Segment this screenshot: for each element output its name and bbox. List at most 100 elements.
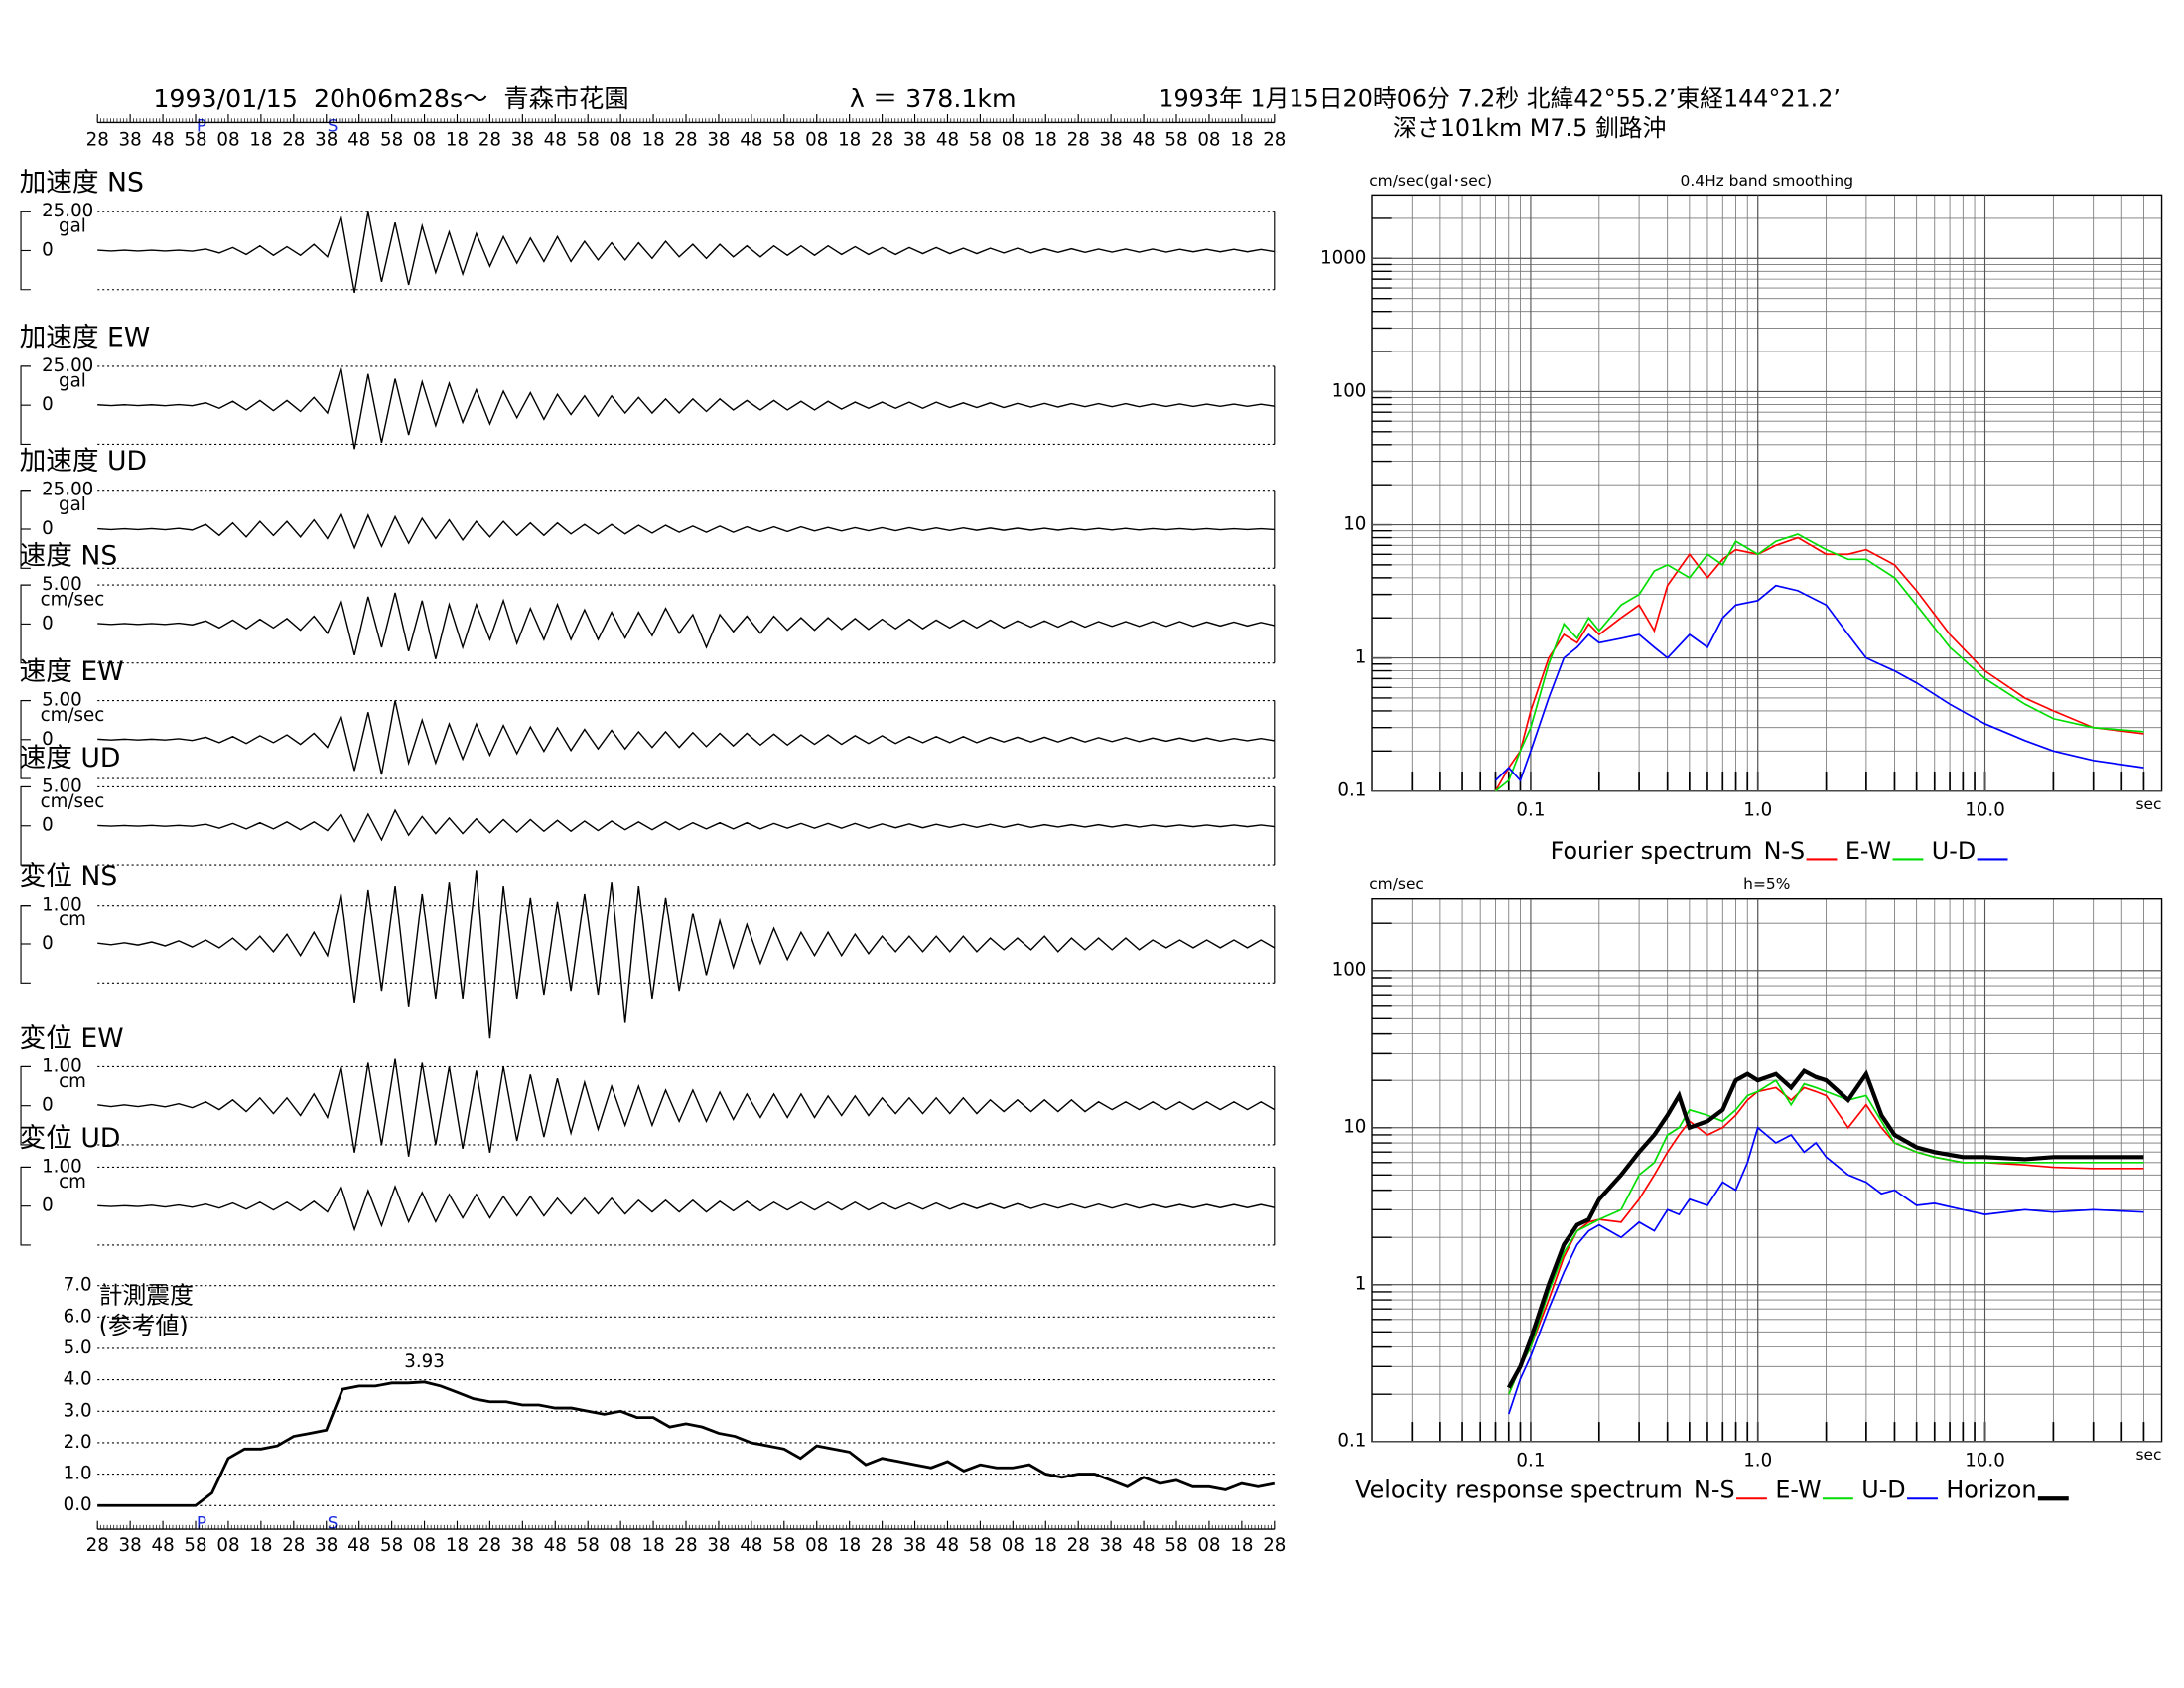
y-tick-label: 1: [1355, 1274, 1367, 1295]
y-tick-label: 0: [42, 933, 54, 954]
time-tick-label: 38: [511, 1535, 534, 1556]
unit-label: cm/sec: [41, 791, 105, 812]
time-tick-label: 48: [544, 1535, 567, 1556]
time-tick-label: 38: [903, 130, 926, 151]
time-tick-label: 48: [1132, 130, 1155, 151]
x-tick-label: 0.1: [1516, 799, 1545, 820]
trace-title: 速度 UD: [20, 743, 121, 774]
time-tick-label: 08: [1197, 1535, 1220, 1556]
waveform: [97, 870, 1276, 1039]
unit-label: cm: [59, 1172, 86, 1193]
time-tick-label: 08: [1197, 130, 1220, 151]
time-tick-label: 48: [740, 1535, 762, 1556]
time-tick-label: 08: [413, 130, 436, 151]
time-tick-label: 38: [315, 130, 338, 151]
time-tick-label: 58: [380, 130, 403, 151]
time-tick-label: 48: [347, 130, 370, 151]
y-tick-label: 10: [1343, 514, 1366, 535]
series-line: [1508, 1079, 2144, 1395]
time-tick-label: 28: [674, 130, 697, 151]
time-tick-label: 48: [151, 1535, 174, 1556]
trace-title: 速度 NS: [20, 541, 118, 572]
time-tick-label: 18: [838, 1535, 861, 1556]
time-tick-label: 38: [119, 1535, 142, 1556]
time-tick-label: 48: [347, 1535, 370, 1556]
time-tick-label: 08: [805, 1535, 828, 1556]
waveform: [97, 211, 1275, 293]
y-tick-label: 0: [42, 815, 54, 836]
trace-title: 速度 EW: [20, 656, 124, 687]
y-tick-label: 0: [42, 518, 54, 539]
time-tick-label: 18: [446, 130, 469, 151]
y-tick-label: 5.00: [42, 574, 82, 595]
time-tick-label: 08: [216, 130, 239, 151]
y-tick-label: 3.0: [64, 1400, 92, 1421]
series-line: [1494, 536, 2144, 792]
x-tick-label: 10.0: [1965, 1450, 2005, 1471]
time-tick-label: 18: [838, 130, 861, 151]
time-tick-label: 18: [249, 1535, 272, 1556]
waveform: [97, 1058, 1276, 1157]
y-tick-label: 5.0: [64, 1337, 92, 1358]
time-tick-label: 28: [1067, 130, 1090, 151]
x-tick-label: 0.1: [1516, 1450, 1545, 1471]
waveform: [97, 367, 1275, 450]
time-tick-label: 28: [1263, 130, 1286, 151]
time-tick-label: 08: [610, 1535, 632, 1556]
legend-label: Horizon: [1946, 1477, 2036, 1504]
trace-title: 加速度 EW: [20, 322, 151, 352]
time-tick-label: 28: [478, 1535, 501, 1556]
time-tick-label: 28: [478, 130, 501, 151]
time-tick-label: 28: [86, 130, 109, 151]
time-tick-label: 18: [1034, 130, 1057, 151]
time-tick-label: 58: [184, 1535, 206, 1556]
s-marker: S: [328, 1512, 339, 1532]
time-tick-label: 48: [544, 130, 567, 151]
y-tick-label: 100: [1332, 960, 1367, 981]
time-tick-label: 38: [1100, 1535, 1123, 1556]
y-tick-label: 0: [42, 1196, 54, 1216]
x-tick-label: 1.0: [1743, 1450, 1772, 1471]
time-tick-label: 58: [577, 1535, 600, 1556]
legend-label: U-D: [1932, 837, 1976, 865]
trace-title: 変位 UD: [20, 1123, 121, 1154]
waveform: [97, 1185, 1275, 1232]
y-tick-label: 25.00: [42, 355, 93, 376]
trace-title: 変位 NS: [20, 861, 118, 892]
time-tick-label: 58: [577, 130, 600, 151]
y-tick-label: 4.0: [64, 1369, 92, 1390]
time-tick-label: 28: [871, 130, 893, 151]
time-tick-label: 58: [969, 130, 992, 151]
y-tick-label: 1.00: [42, 1156, 82, 1177]
time-tick-label: 38: [119, 130, 142, 151]
p-marker: P: [197, 1512, 206, 1532]
y-tick-label: 2.0: [64, 1432, 92, 1453]
time-tick-label: 38: [511, 130, 534, 151]
y-tick-label: 100: [1332, 380, 1367, 401]
unit-label: cm: [59, 1071, 86, 1092]
unit-label: cm/sec: [41, 590, 105, 611]
y-tick-label: 0: [42, 729, 54, 750]
y-tick-label: 7.0: [64, 1275, 92, 1296]
series-line: [1507, 1126, 2144, 1415]
subtitle: h=5%: [1743, 875, 1790, 893]
x-tick-label: 1.0: [1743, 799, 1772, 820]
time-tick-label: 28: [1067, 1535, 1090, 1556]
legend-label: U-D: [1861, 1477, 1905, 1504]
time-tick-label: 58: [1164, 130, 1187, 151]
y-tick-label: 0: [42, 239, 54, 260]
y-tick-label: 0: [42, 394, 54, 415]
intensity-line: [97, 1380, 1276, 1507]
time-tick-label: 18: [641, 1535, 664, 1556]
time-tick-label: 58: [380, 1535, 403, 1556]
annotation: 3.93: [404, 1351, 445, 1372]
y-tick-label: 5.00: [42, 775, 82, 796]
s-marker: S: [328, 116, 339, 136]
y-tick-label: 5.00: [42, 690, 82, 711]
y-tick-label: 0: [42, 1095, 54, 1116]
subtitle: 0.4Hz band smoothing: [1681, 172, 1853, 190]
time-tick-label: 18: [446, 1535, 469, 1556]
